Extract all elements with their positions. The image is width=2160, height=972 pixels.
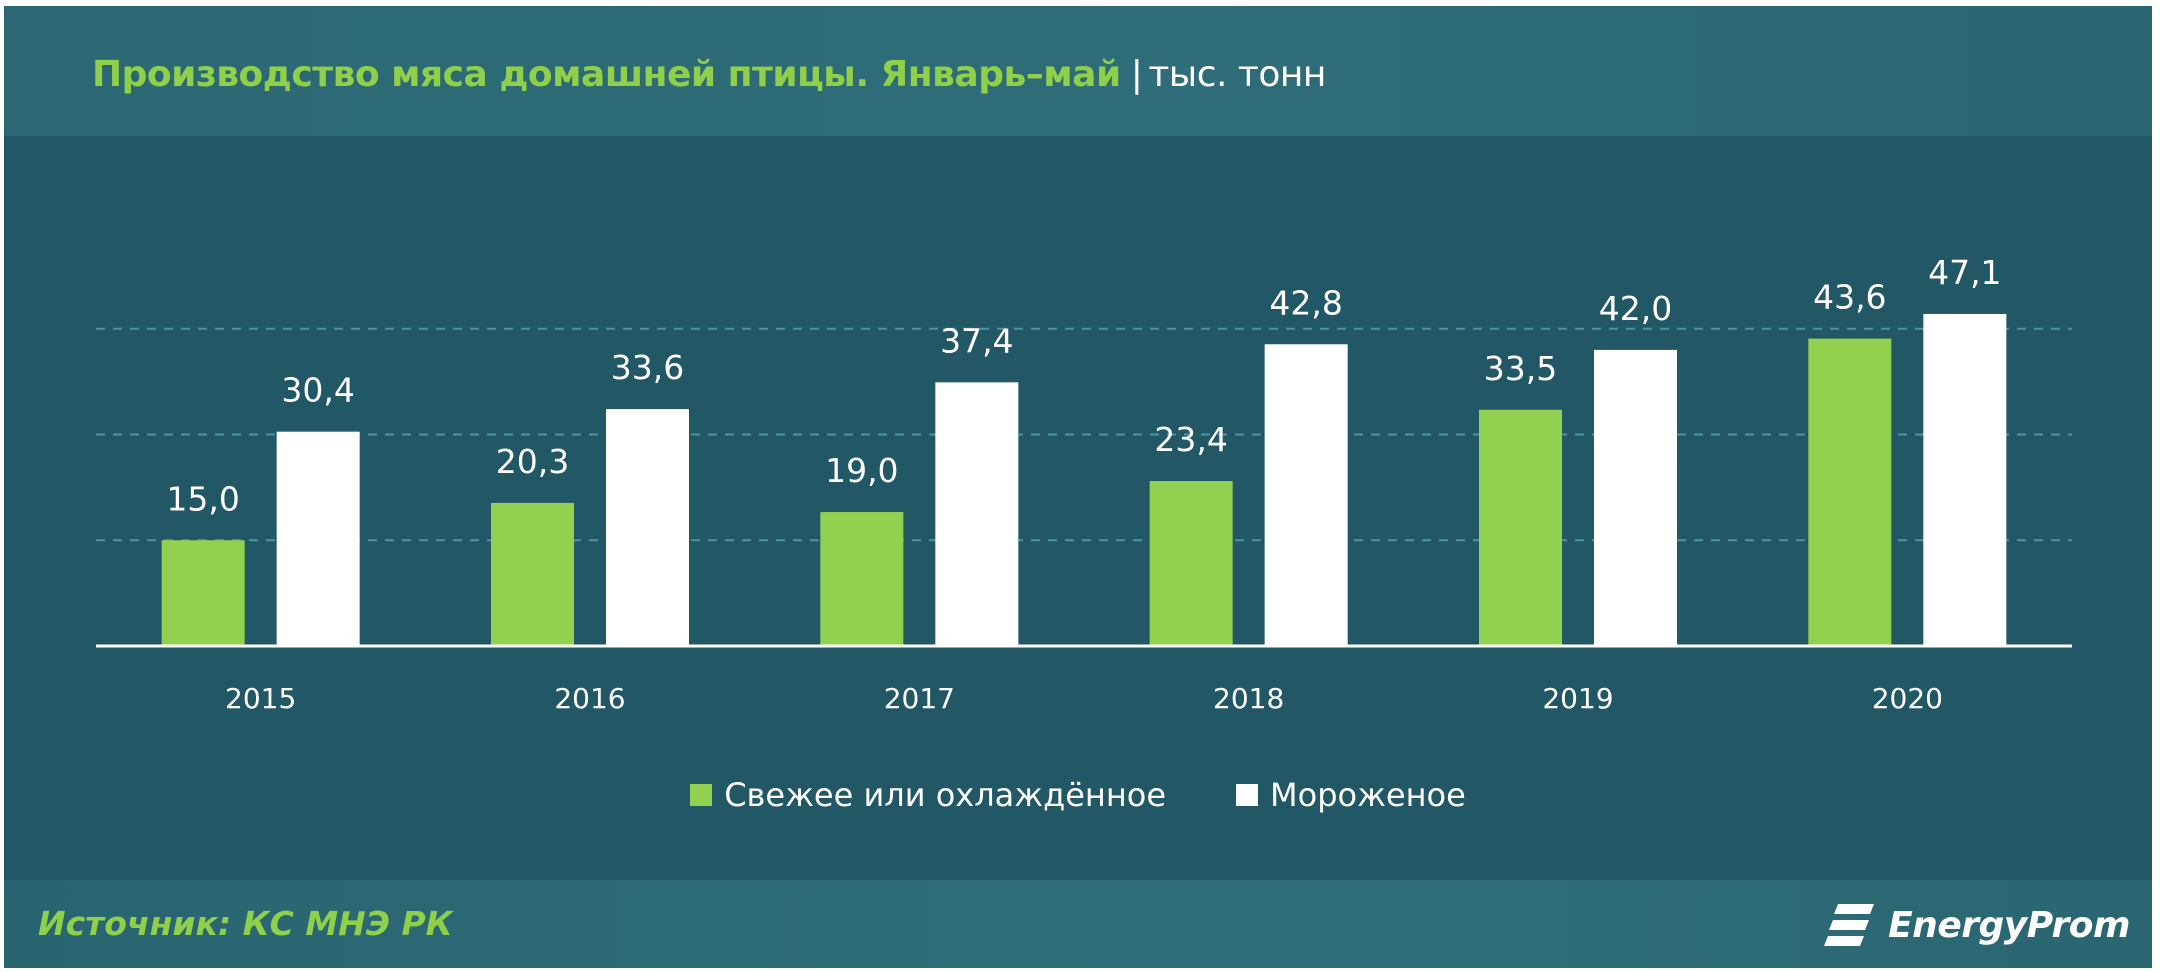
legend-swatch-frozen xyxy=(1236,784,1259,806)
data-label-fresh-2015: 15,0 xyxy=(166,479,239,518)
bar-frozen-2015 xyxy=(276,431,360,646)
chart-title-text: Производство мяса домашней птицы. Январь… xyxy=(92,54,1121,95)
bar-fresh-2019 xyxy=(1479,409,1562,646)
data-label-frozen-2017: 37,4 xyxy=(940,321,1013,360)
x-tick-label-2015: 2015 xyxy=(225,682,296,715)
bar-frozen-2016 xyxy=(606,409,689,646)
bar-chart: 15,0 30,4 2015 20,3 33,6 2016 19,0 37,4 2017 23,4… xyxy=(96,253,2072,715)
data-label-frozen-2015: 30,4 xyxy=(281,371,354,410)
header-band: Производство мяса домашней птицы. Январь… xyxy=(4,6,2152,136)
bar-frozen-2020 xyxy=(1923,313,2007,646)
bar-fresh-2015 xyxy=(161,540,245,646)
bar-fresh-2020 xyxy=(1808,338,1892,646)
chart-title: Производство мяса домашней птицы. Январь… xyxy=(92,54,1326,95)
brand-logo: EnergyProm xyxy=(1824,896,2130,954)
x-tick-label-2017: 2017 xyxy=(884,682,955,715)
bar-fresh-2018 xyxy=(1149,481,1233,646)
title-separator: | xyxy=(1130,54,1143,95)
logo-text: EnergyProm xyxy=(1888,904,2130,946)
bar-frozen-2019 xyxy=(1594,349,1677,646)
x-tick-label-2020: 2020 xyxy=(1872,682,1943,715)
bar-frozen-2017 xyxy=(935,382,1019,646)
legend-item-frozen: Мороженое xyxy=(1236,776,1466,814)
x-tick-label-2019: 2019 xyxy=(1542,682,1613,715)
data-label-frozen-2020: 47,1 xyxy=(1928,253,2001,292)
source-note: Источник: КС МНЭ РК xyxy=(38,904,453,943)
data-label-fresh-2016: 20,3 xyxy=(496,442,569,481)
energyprom-logo-icon xyxy=(1824,904,1875,946)
bar-frozen-2018 xyxy=(1264,344,1348,646)
x-tick-label-2016: 2016 xyxy=(554,682,625,715)
bar-fresh-2017 xyxy=(820,512,904,646)
data-label-frozen-2016: 33,6 xyxy=(611,348,684,387)
footer-band: Источник: КС МНЭ РК EnergyProm xyxy=(4,880,2152,968)
chart-frame: Производство мяса домашней птицы. Январь… xyxy=(4,6,2152,968)
data-label-frozen-2018: 42,8 xyxy=(1269,283,1342,322)
data-label-fresh-2017: 19,0 xyxy=(825,451,898,490)
data-label-fresh-2020: 43,6 xyxy=(1813,278,1886,317)
legend-label-fresh: Свежее или охлаждённое xyxy=(724,776,1167,814)
bar-fresh-2016 xyxy=(491,502,574,646)
data-label-frozen-2019: 42,0 xyxy=(1599,289,1672,328)
data-label-fresh-2019: 33,5 xyxy=(1484,349,1557,388)
legend-label-frozen: Мороженое xyxy=(1270,776,1466,814)
legend: Свежее или охлаждённое Мороженое xyxy=(4,776,2152,814)
x-tick-label-2018: 2018 xyxy=(1213,682,1284,715)
legend-swatch-fresh xyxy=(690,784,713,806)
data-label-fresh-2018: 23,4 xyxy=(1154,420,1227,459)
legend-item-fresh: Свежее или охлаждённое xyxy=(690,776,1166,814)
chart-unit: тыс. тонн xyxy=(1148,54,1326,95)
